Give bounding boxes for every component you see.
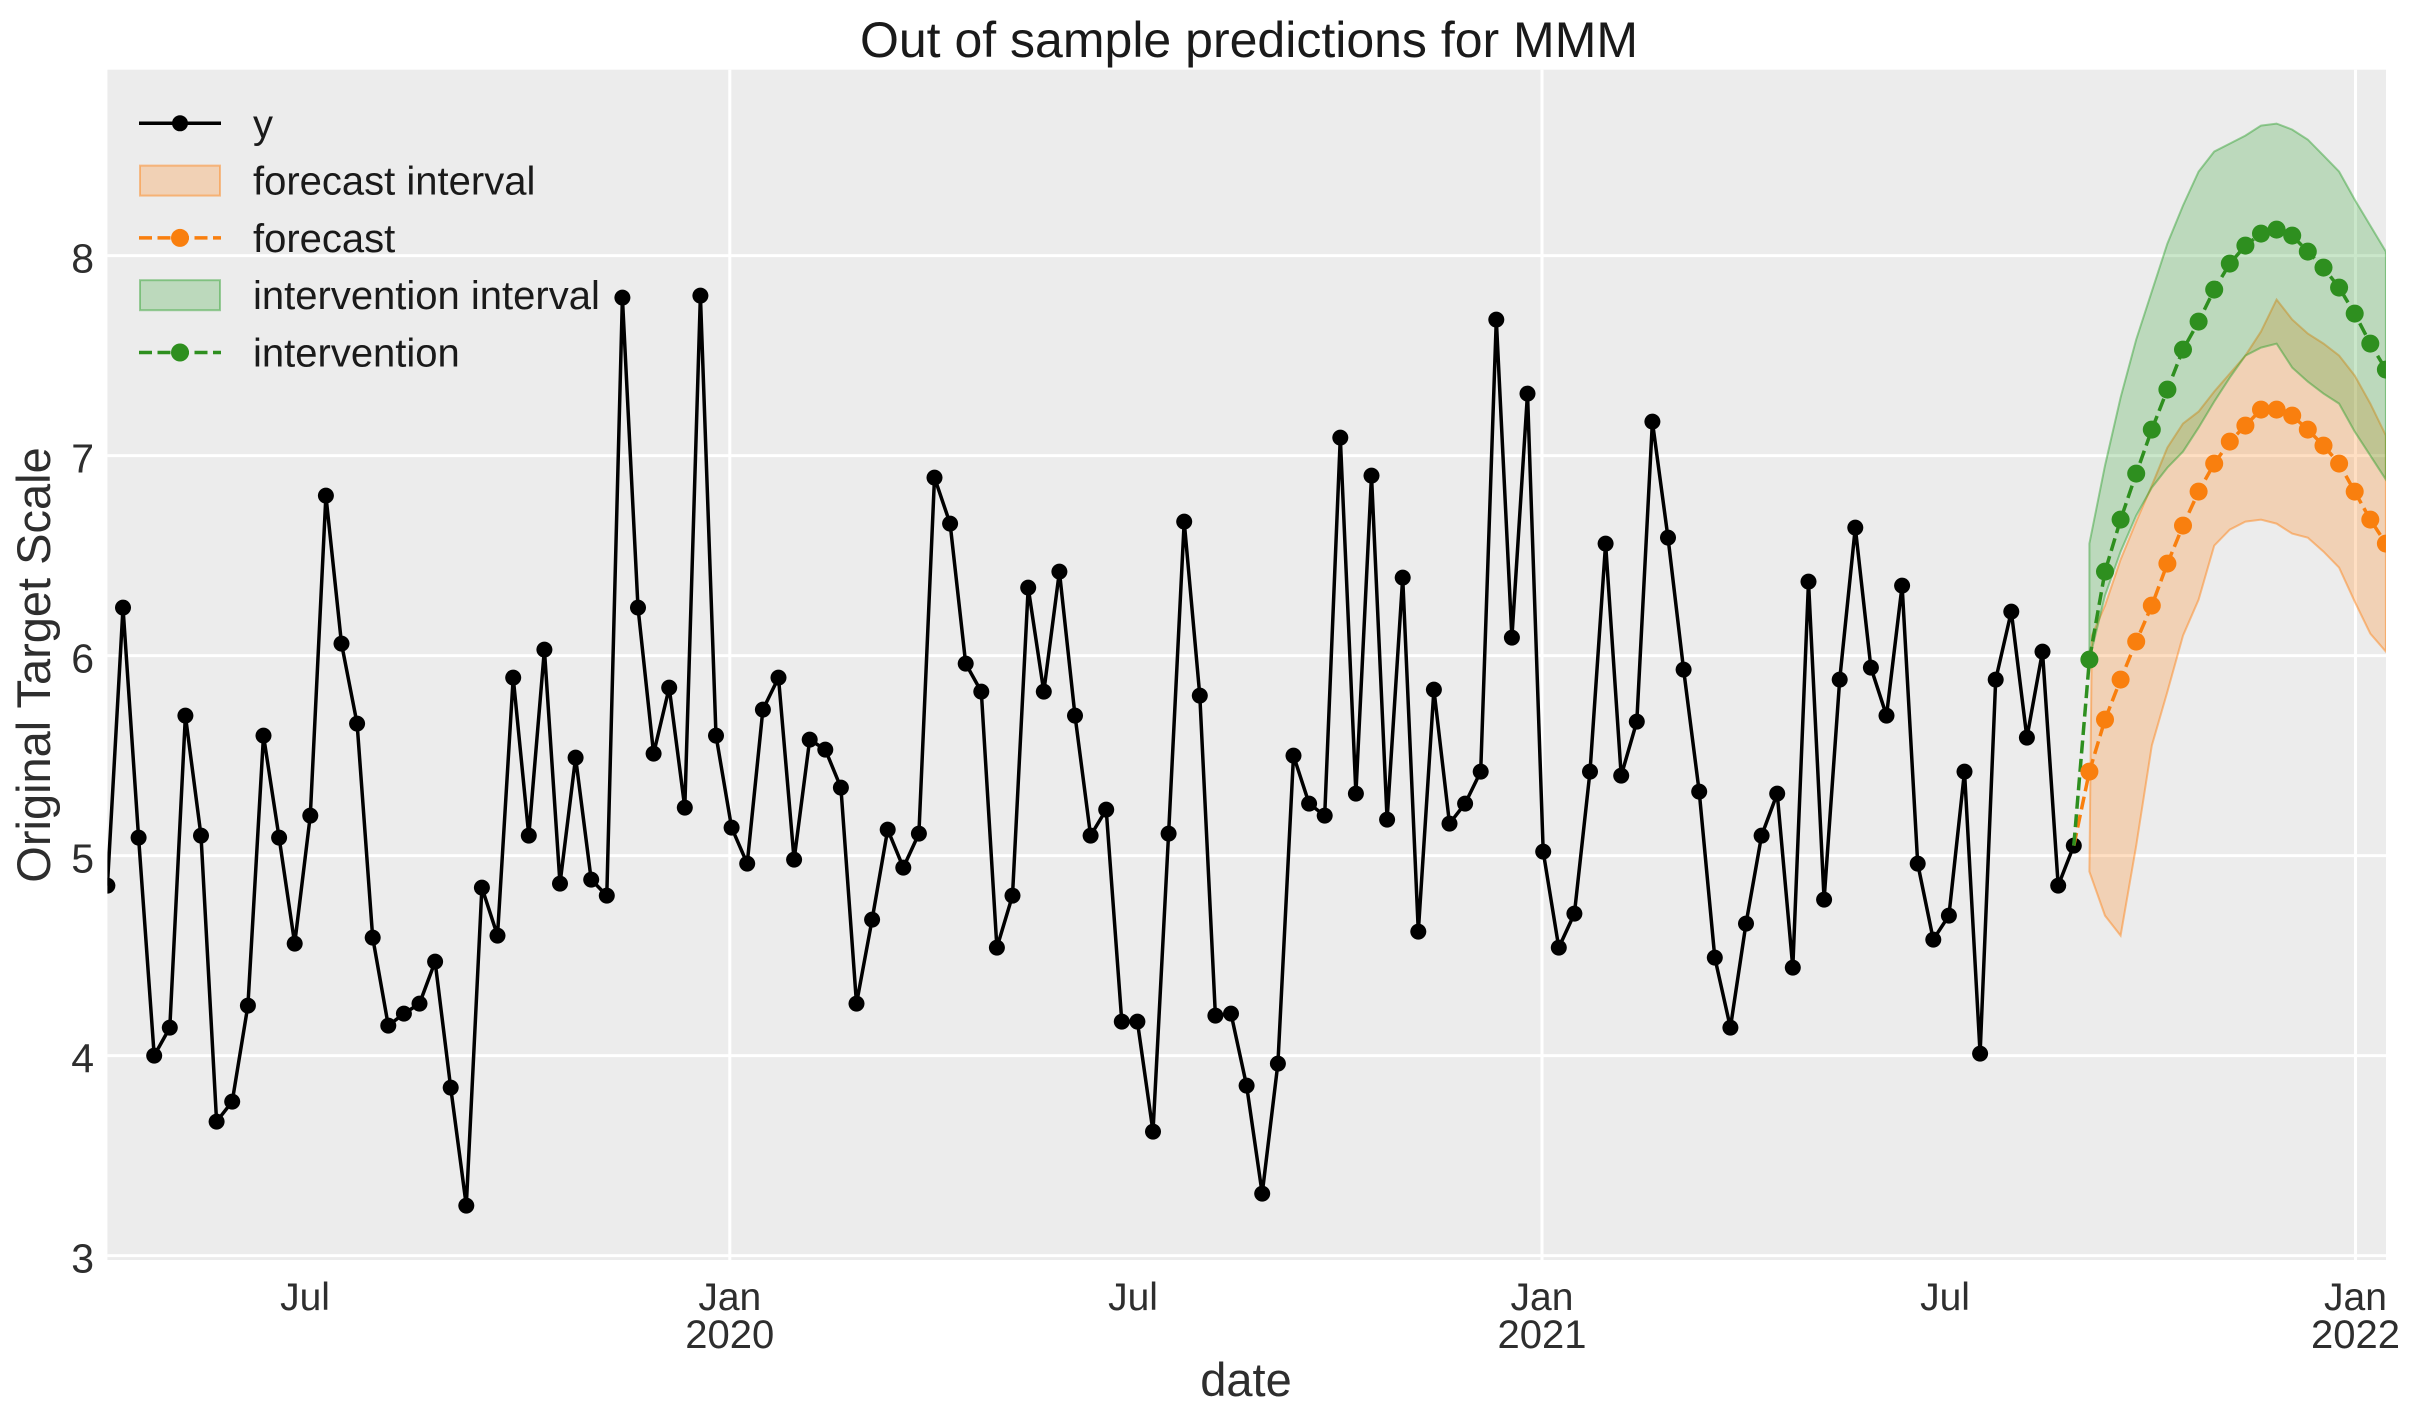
svg-text:y: y [253,102,273,146]
svg-text:7: 7 [71,436,94,482]
svg-text:intervention interval: intervention interval [253,274,600,318]
svg-text:4: 4 [71,1036,94,1082]
svg-text:date: date [1200,1353,1291,1406]
svg-text:forecast interval: forecast interval [253,160,535,204]
svg-text:Jan: Jan [2324,1276,2387,1319]
svg-text:3: 3 [71,1236,94,1282]
svg-text:8: 8 [71,236,94,282]
svg-text:Original Target Scale: Original Target Scale [7,447,60,882]
svg-text:Jan: Jan [1511,1276,1574,1319]
svg-text:2020: 2020 [685,1313,774,1357]
svg-text:Jul: Jul [1920,1276,1970,1319]
svg-text:6: 6 [71,636,94,682]
svg-text:Jul: Jul [280,1276,330,1319]
svg-text:2022: 2022 [2311,1313,2400,1357]
svg-text:5: 5 [71,836,94,882]
svg-text:Out of sample predictions for: Out of sample predictions for MMM [860,12,1638,68]
svg-text:intervention: intervention [253,332,460,376]
svg-text:Jan: Jan [698,1276,761,1319]
svg-text:2021: 2021 [1498,1313,1587,1357]
svg-text:Jul: Jul [1108,1276,1158,1319]
svg-text:forecast: forecast [253,217,395,261]
